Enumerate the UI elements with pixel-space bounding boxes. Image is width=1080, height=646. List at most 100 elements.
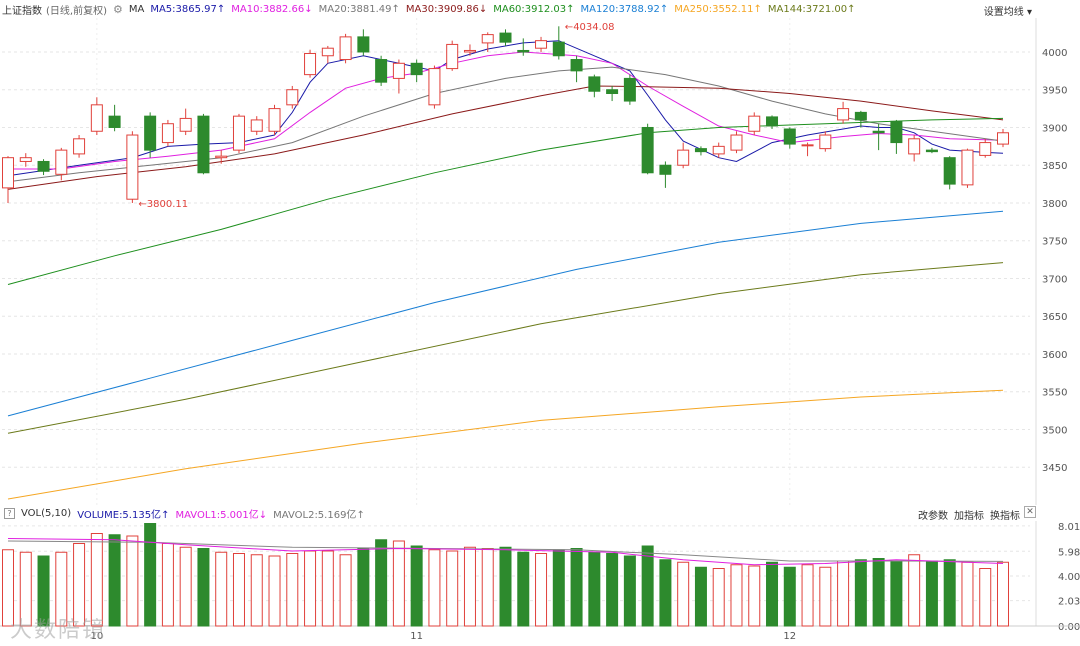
candle-body (659, 164, 672, 175)
price-tick-label: 3550 (1042, 388, 1067, 399)
candle-body (997, 132, 1009, 145)
candle-body (215, 155, 228, 159)
volume-tool-button[interactable]: 改参数 (918, 511, 948, 522)
volume-bar (854, 559, 867, 627)
volume-bar (144, 523, 157, 627)
candle (925, 147, 938, 154)
candle-body (694, 148, 707, 153)
candle (979, 138, 992, 158)
legend-label: MA20:3881.49 (318, 3, 392, 15)
candle (250, 116, 263, 136)
candle (392, 59, 405, 94)
volume-bar (588, 551, 601, 627)
candle (943, 156, 956, 190)
volume-bar (837, 560, 850, 627)
candle-body (517, 49, 530, 53)
settings-gear-icon[interactable]: ⚙ (112, 2, 123, 16)
price-tick-label: 3500 (1042, 425, 1067, 436)
x-axis-label: 11 (410, 631, 423, 642)
price-tick-label: 3750 (1042, 237, 1067, 248)
candle-body (321, 47, 334, 57)
candle (90, 97, 103, 136)
candle-body (179, 117, 192, 132)
candle (321, 45, 334, 64)
volume-bar (872, 558, 885, 627)
candle-body (339, 36, 352, 61)
dropdown-caret-icon: ▾ (1026, 7, 1032, 18)
legend-label: VOLUME:5.135亿 (77, 509, 162, 521)
volume-bar (801, 564, 814, 627)
volume-bar (428, 549, 441, 627)
candle-body (37, 160, 50, 172)
legend-item: MA250:3552.11↑ (674, 4, 762, 15)
candle-body (961, 149, 974, 186)
volume-tool-button[interactable]: 换指标 (990, 511, 1020, 522)
legend-item: MA30:3909.86↓ (406, 4, 487, 15)
candle (428, 65, 441, 109)
volume-bar (659, 559, 672, 627)
candle-body (801, 144, 814, 147)
candle (357, 29, 370, 56)
volume-bar (819, 566, 832, 627)
candle (712, 142, 725, 158)
candle (694, 146, 707, 156)
legend-label: MAVOL2:5.169亿 (273, 509, 357, 521)
help-icon[interactable]: ? (4, 507, 15, 519)
trend-arrow-icon: ↑ (847, 3, 856, 15)
volume-bar (55, 551, 68, 627)
index-subtitle: (日线,前复权) (46, 5, 107, 17)
candle-body (730, 134, 743, 151)
candle-body (499, 32, 512, 43)
candle-body (375, 59, 388, 83)
volume-chart[interactable]: 8.01 5.98 4.00 2.03 0.00 10 11 12 (0, 521, 1080, 646)
ma-settings-button[interactable]: 设置均线 ▾ (984, 3, 1032, 18)
volume-bar (339, 554, 352, 627)
volume-bar (979, 568, 992, 627)
legend-item: MAVOL2:5.169亿↑ (273, 506, 365, 521)
close-indicator-icon[interactable]: ✕ (1024, 506, 1036, 518)
candle-body (552, 41, 565, 57)
volume-bar (108, 534, 121, 627)
legend-item: MA144:3721.00↑ (768, 4, 856, 15)
price-tick-label: 3450 (1042, 463, 1067, 474)
candle-body (304, 52, 317, 76)
volume-tool-button[interactable]: 加指标 (954, 511, 984, 522)
legend-item: MAVOL1:5.001亿↓ (175, 506, 267, 521)
volume-bar (961, 561, 974, 627)
volume-bar (997, 561, 1009, 627)
volume-bar (321, 550, 334, 627)
trend-arrow-icon: ↑ (356, 509, 365, 521)
candle (481, 32, 494, 52)
watermark: 大数陪镜 (10, 618, 107, 643)
candle (997, 128, 1009, 148)
candle (126, 131, 139, 203)
volume-bar (392, 540, 405, 627)
candle (463, 44, 476, 56)
legend-item: MA10:3882.66↓ (231, 4, 312, 15)
volume-bar (410, 545, 423, 627)
candle (268, 104, 281, 136)
trend-arrow-icon: ↓ (478, 3, 488, 15)
volume-bar (73, 543, 86, 627)
price-tick-label: 3600 (1042, 350, 1067, 361)
volume-bar (197, 548, 210, 627)
ma-line-ma250 (7, 389, 1004, 500)
candle (19, 153, 32, 167)
candle-body (890, 120, 903, 144)
volume-bar (606, 553, 619, 627)
candle (730, 131, 743, 154)
candle-body (925, 149, 938, 153)
volume-bar (19, 551, 32, 627)
candle-body (677, 149, 690, 166)
volume-legend: VOLUME:5.135亿 ↑ MAVOL1:5.001亿↓ MAVOL2:5.169… (71, 506, 365, 521)
candle-body (108, 115, 121, 128)
candle-body (481, 34, 494, 44)
legend-label: MA144:3721.00 (767, 3, 848, 15)
candle-body (463, 49, 476, 53)
ma-line-ma30 (7, 85, 1004, 190)
price-chart[interactable]: 4000 3950 3900 3850 3800 3750 3700 3650 3600 3550… (0, 18, 1080, 518)
candle-body (606, 89, 619, 95)
volume-bar (90, 533, 103, 627)
volume-tick-label: 5.98 (1058, 547, 1080, 558)
volume-bar (446, 550, 459, 627)
